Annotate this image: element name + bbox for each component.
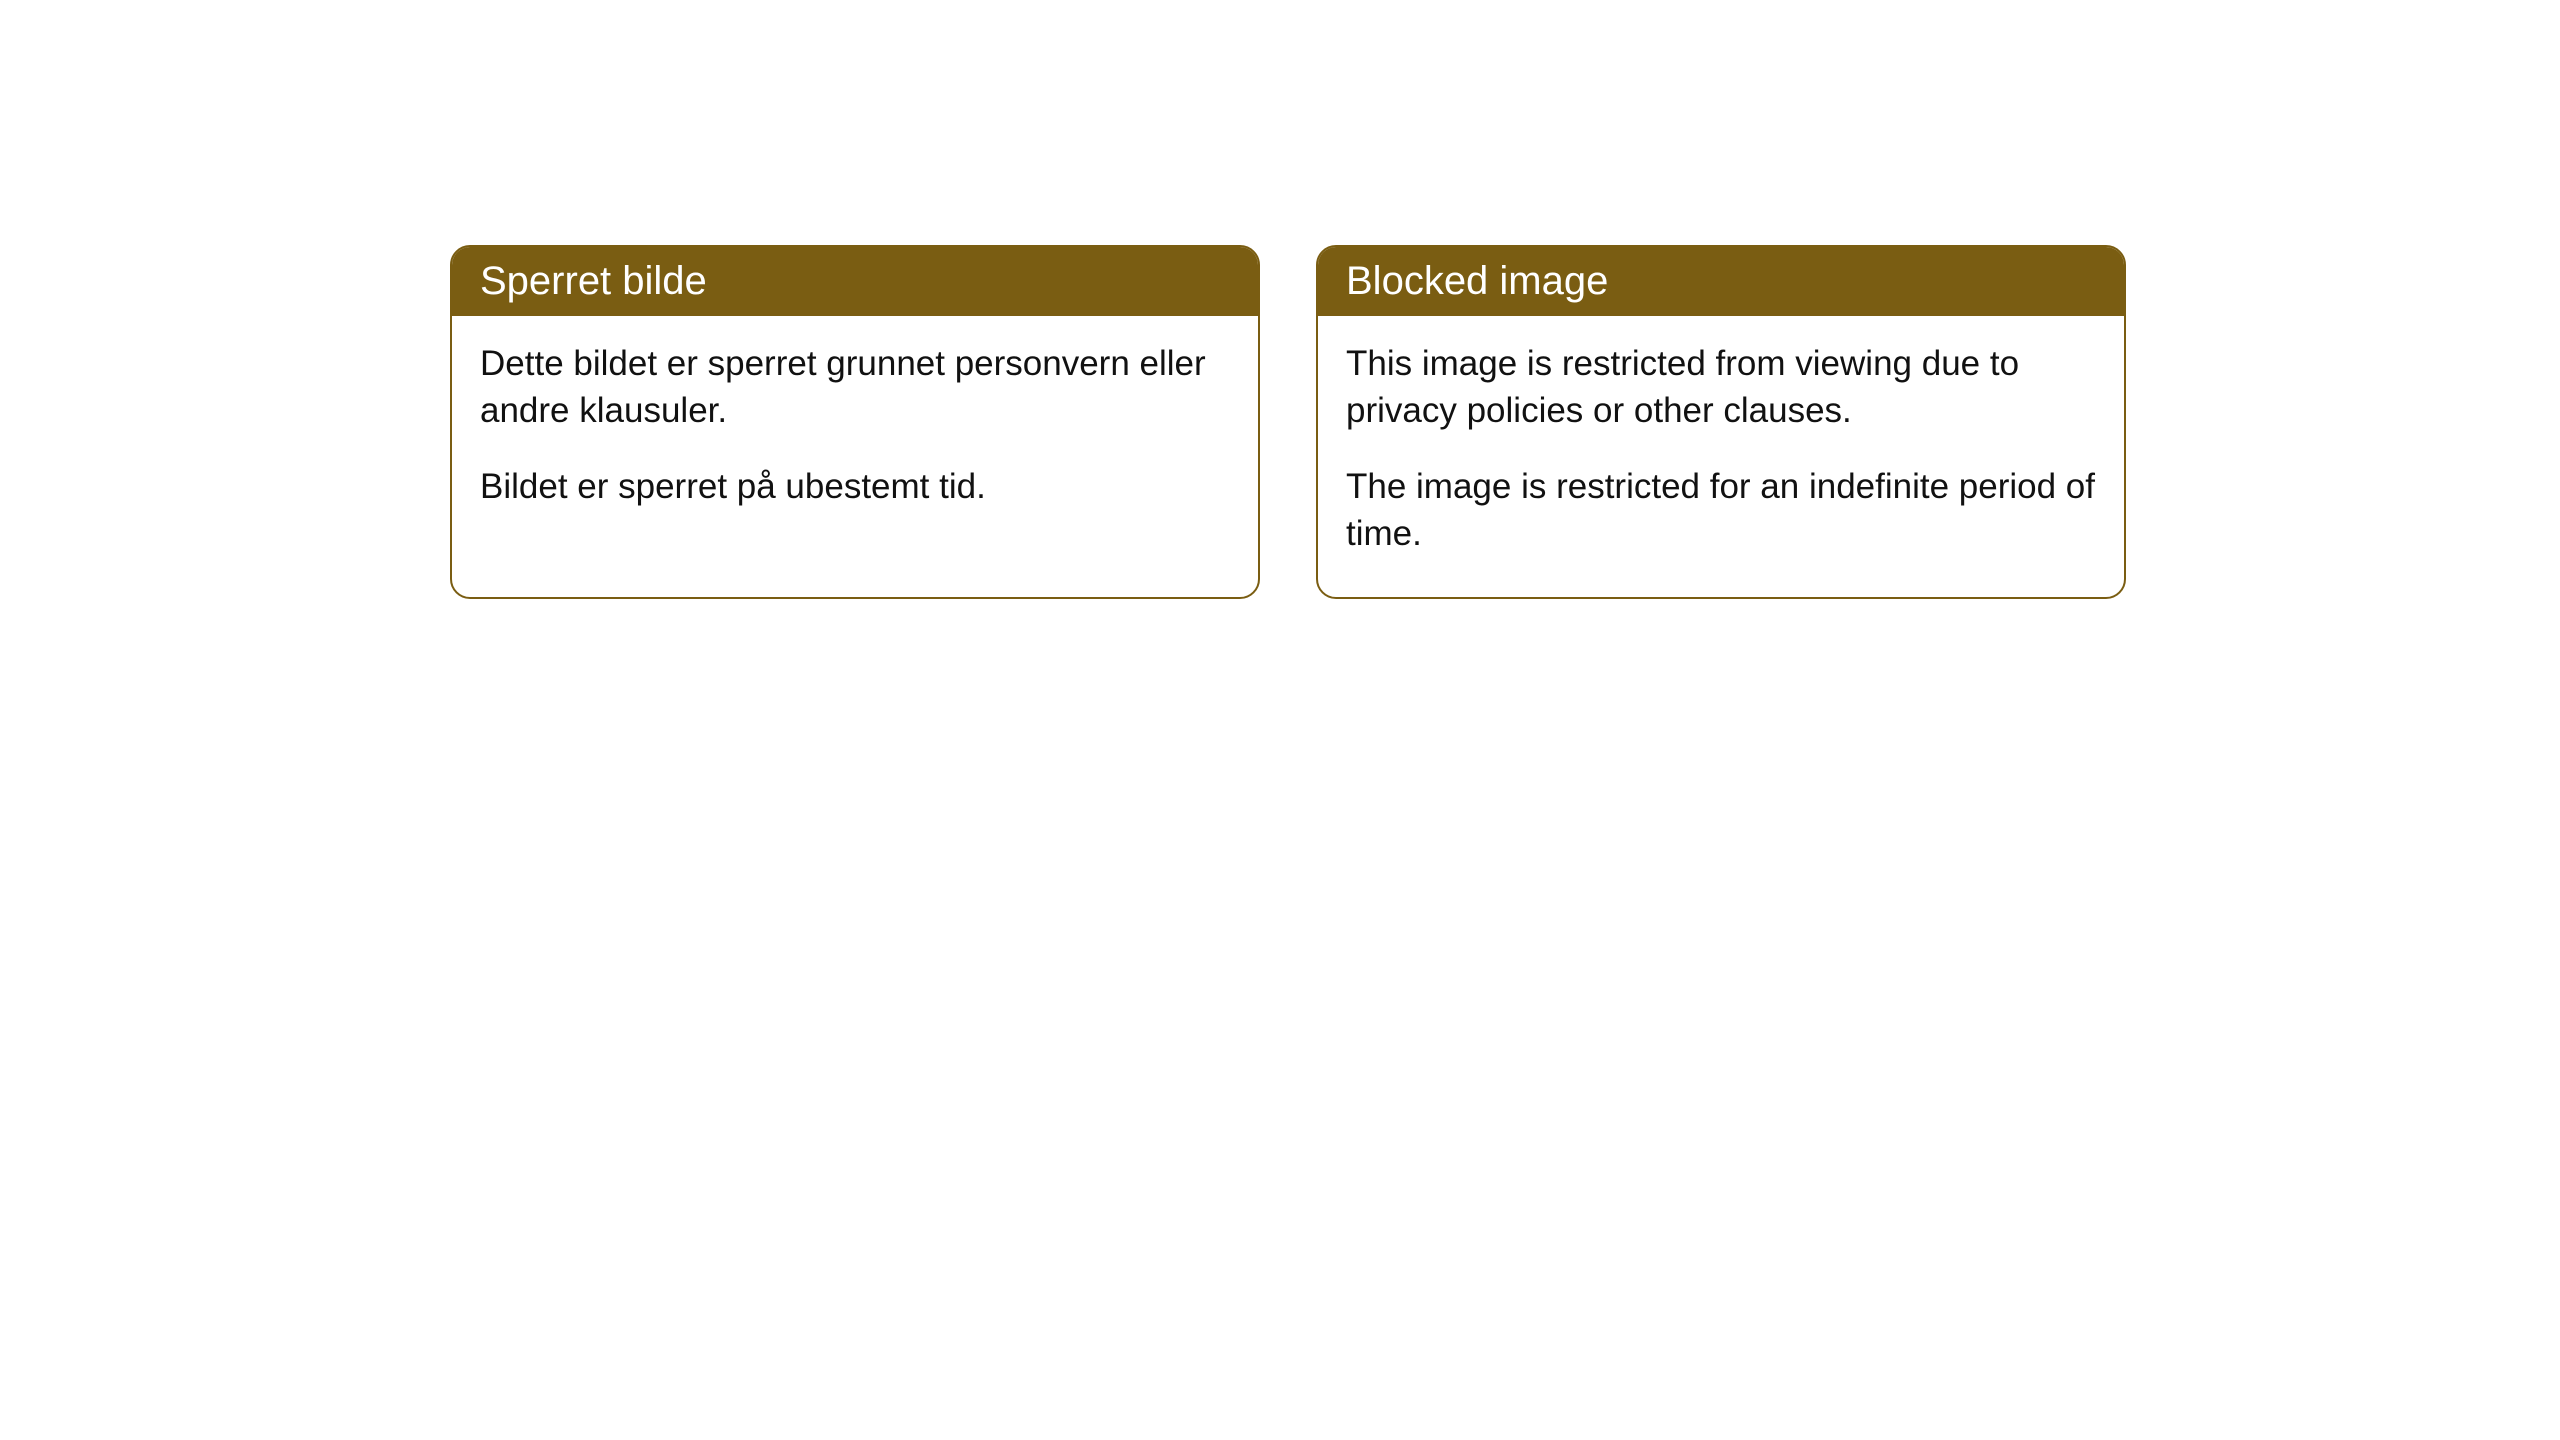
card-body-english: This image is restricted from viewing du… [1318, 316, 2124, 597]
card-text: Bildet er sperret på ubestemt tid. [480, 463, 1230, 510]
card-norwegian: Sperret bilde Dette bildet er sperret gr… [450, 245, 1260, 599]
card-text: Dette bildet er sperret grunnet personve… [480, 340, 1230, 435]
card-text: The image is restricted for an indefinit… [1346, 463, 2096, 558]
card-body-norwegian: Dette bildet er sperret grunnet personve… [452, 316, 1258, 550]
cards-container: Sperret bilde Dette bildet er sperret gr… [450, 245, 2560, 599]
card-header-english: Blocked image [1318, 247, 2124, 316]
card-header-norwegian: Sperret bilde [452, 247, 1258, 316]
card-english: Blocked image This image is restricted f… [1316, 245, 2126, 599]
card-text: This image is restricted from viewing du… [1346, 340, 2096, 435]
